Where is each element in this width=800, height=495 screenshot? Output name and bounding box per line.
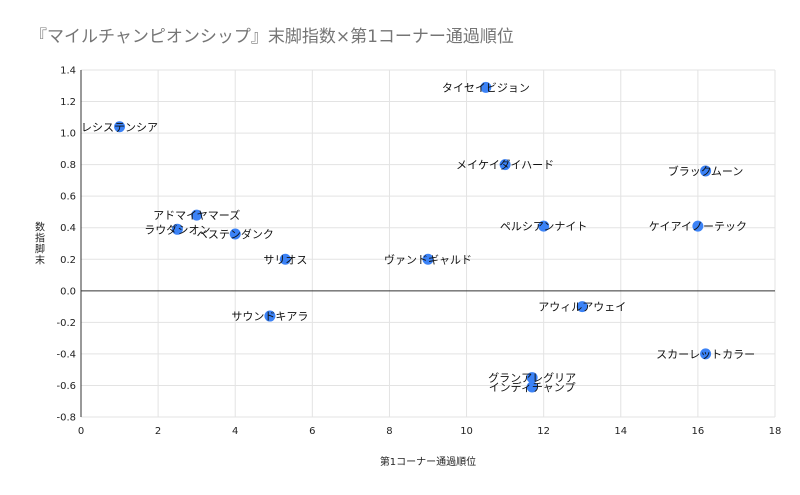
data-point-label: レシステンシア	[81, 121, 158, 134]
data-point	[526, 372, 538, 384]
data-point-label: メイケイダイハード	[456, 158, 554, 172]
data-point-label: スカーレットカラー	[656, 348, 755, 361]
data-point	[526, 381, 538, 393]
data-point	[264, 310, 276, 322]
data-point	[171, 223, 183, 235]
y-tick-label: 1.0	[60, 129, 76, 140]
data-point	[576, 301, 588, 313]
data-point	[499, 159, 511, 171]
x-axis-title: 第1コーナー通過順位	[380, 455, 476, 468]
y-tick-label: -0.4	[56, 349, 76, 360]
data-point-label: インディチャンプ	[489, 380, 576, 394]
y-tick-label: -0.8	[56, 413, 76, 424]
data-point	[191, 209, 203, 221]
x-tick-label: 10	[460, 426, 473, 437]
data-point	[279, 253, 291, 265]
x-tick-label: 18	[769, 426, 782, 437]
tick-labels: -0.8 -0.6 -0.4 -0.2 0.0 0.2 0.4 0.6 0.8 1.0 1.2 1.4…	[56, 66, 781, 438]
y-tick-label: 0.0	[60, 286, 76, 297]
chart-title: 『マイルチャンピオンシップ』末脚指数×第1コーナー通過順位	[30, 27, 514, 47]
y-tick-label: 0.8	[60, 160, 76, 171]
y-tick-label: 0.2	[60, 255, 76, 266]
data-point	[538, 220, 550, 232]
x-tick-label: 16	[692, 426, 705, 437]
data-point	[480, 81, 492, 93]
data-point-label: アウィルアウェイ	[538, 301, 626, 314]
y-tick-label: -0.2	[56, 318, 76, 329]
data-point-label: サリオス	[263, 253, 307, 266]
x-tick-label: 12	[537, 426, 550, 437]
data-point-label: ケイアイノーテック	[649, 220, 747, 233]
x-tick-label: 0	[78, 426, 84, 437]
x-tick-label: 8	[386, 426, 392, 437]
data-point-label: ブラックムーン	[668, 164, 744, 178]
x-tick-label: 14	[614, 426, 627, 437]
y-tick-label: 0.6	[60, 192, 76, 203]
x-tick-label: 6	[309, 426, 315, 437]
x-tick-label: 2	[155, 426, 161, 437]
data-point	[700, 348, 712, 360]
data-point	[229, 228, 241, 240]
data-point	[422, 253, 434, 265]
data-point-label: ペルシアンナイト	[500, 220, 588, 233]
data-point-label: タイセイビジョン	[442, 81, 530, 94]
grid	[81, 69, 776, 418]
data-point-label: アドマイヤマーズ	[153, 208, 240, 222]
y-tick-label: 1.2	[60, 97, 76, 108]
data-point	[114, 121, 126, 133]
data-point-label: ラウダシオン	[144, 222, 210, 236]
data-point-label: サウンドキアラ	[231, 310, 308, 323]
data-point-label: グランアレグリア	[488, 371, 576, 385]
data-point	[700, 165, 712, 177]
data-point	[692, 220, 704, 232]
data-points	[114, 81, 712, 393]
x-tick-label: 4	[232, 426, 238, 437]
y-axis-title: 数指脚末	[35, 221, 45, 267]
data-point-label: ヴァンドギャルド	[384, 252, 472, 266]
y-tick-label: 0.4	[60, 223, 76, 234]
data-point-label: ベステンダンク	[197, 227, 274, 241]
y-tick-label: -0.6	[56, 381, 76, 392]
y-tick-label: 1.4	[60, 66, 76, 77]
axes	[80, 70, 775, 417]
